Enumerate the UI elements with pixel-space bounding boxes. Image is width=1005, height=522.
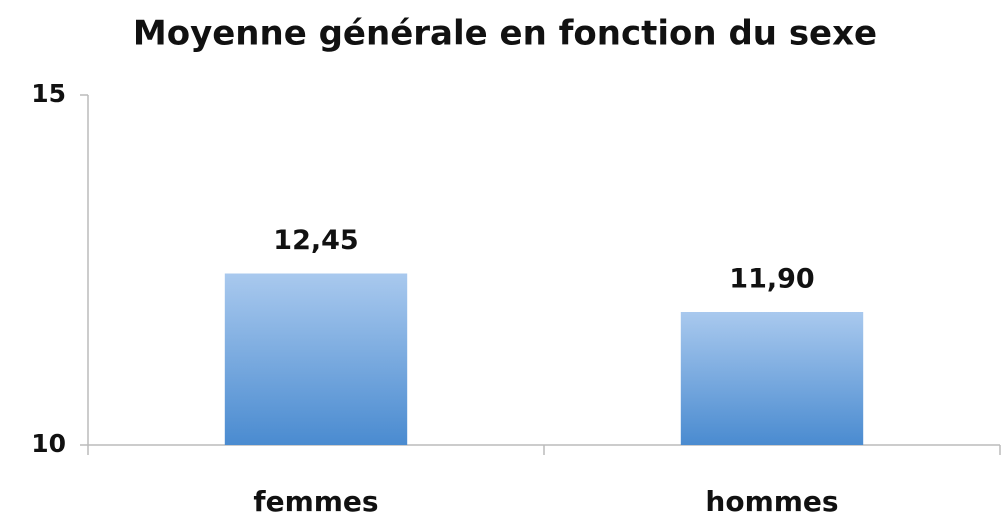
x-tick-label: femmes xyxy=(253,485,378,518)
value-label: 11,90 xyxy=(729,264,814,295)
bar xyxy=(224,273,408,445)
value-label: 12,45 xyxy=(273,225,358,256)
chart-title: Moyenne générale en fonction du sexe xyxy=(133,14,877,54)
y-tick-label: 15 xyxy=(31,79,66,108)
bar xyxy=(680,312,864,445)
x-tick-label: hommes xyxy=(705,485,838,518)
y-tick-label: 10 xyxy=(31,429,66,458)
